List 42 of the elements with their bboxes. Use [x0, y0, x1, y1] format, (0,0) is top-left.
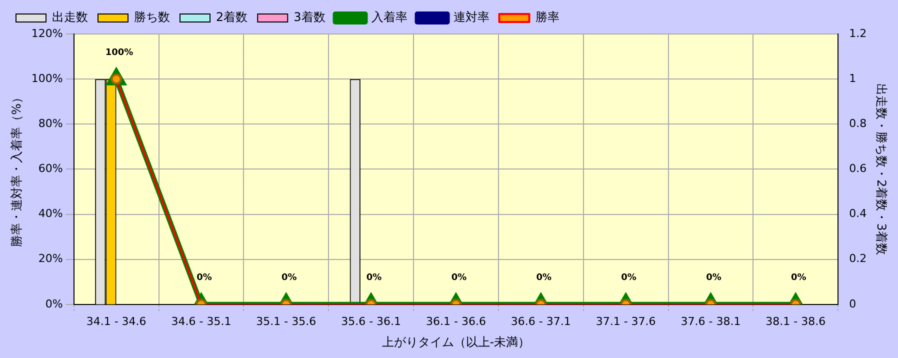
data-label: 0% — [791, 273, 806, 284]
legend-label: 入着率 — [371, 10, 408, 24]
x-tick-label: 37.1 - 37.6 — [596, 314, 656, 328]
legend-label: 勝ち数 — [134, 10, 170, 24]
y-tick-label: 40% — [38, 207, 63, 220]
y2-tick-label: 0.2 — [849, 252, 867, 266]
data-label: 0% — [196, 273, 212, 284]
x-tick-label: 36.1 - 36.6 — [426, 314, 486, 328]
x-tick-label: 34.6 - 35.1 — [171, 314, 232, 328]
x-tick-label: 35.6 - 36.1 — [341, 314, 402, 328]
y2-tick-label: 0 — [849, 297, 856, 310]
data-label: 0% — [366, 273, 382, 284]
y2-tick-label: 1 — [849, 72, 856, 85]
x-tick-label: 36.6 - 37.1 — [510, 314, 571, 328]
y2-axis-title: 出走数・勝ち数・2着数・3着数 — [874, 84, 889, 255]
y2-tick-label: 1.2 — [849, 26, 867, 40]
x-tick-label: 37.6 - 38.1 — [680, 314, 741, 328]
data-label: 0% — [621, 273, 636, 284]
legend-label: 3着数 — [294, 10, 326, 24]
y-tick-label: 20% — [38, 252, 63, 266]
data-label: 0% — [706, 273, 722, 284]
y-tick-label: 120% — [31, 26, 63, 40]
data-label: 0% — [282, 273, 297, 284]
x-tick-label: 35.1 - 35.6 — [256, 314, 316, 328]
y-axis-title: 勝率・連対率・入着率（%） — [9, 91, 24, 247]
data-label: 100% — [105, 48, 134, 58]
y2-tick-label: 0.8 — [849, 116, 867, 130]
x-axis-title: 上がりタイム（以上-未満） — [382, 334, 530, 349]
x-tick-label: 38.1 - 38.6 — [766, 314, 826, 328]
legend-label: 2着数 — [216, 10, 248, 24]
data-label: 0% — [451, 273, 467, 284]
y2-tick-label: 0.6 — [849, 162, 867, 176]
y2-tick-label: 0.4 — [849, 207, 867, 220]
y-tick-label: 80% — [38, 116, 63, 130]
y-tick-label: 100% — [31, 72, 63, 85]
legend-label: 出走数 — [52, 10, 88, 24]
data-label: 0% — [536, 273, 552, 284]
y-tick-label: 60% — [38, 162, 63, 176]
y-tick-label: 0% — [45, 297, 63, 310]
legend-label: 連対率 — [453, 10, 490, 24]
legend-label: 勝率 — [535, 10, 560, 24]
x-tick-label: 34.1 - 34.6 — [86, 314, 146, 328]
